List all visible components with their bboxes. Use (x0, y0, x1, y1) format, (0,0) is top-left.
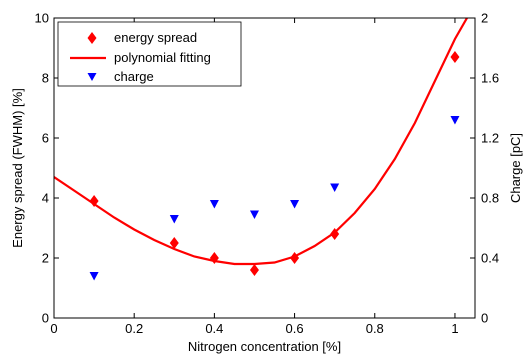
series-line-polynomial-fitting (54, 18, 468, 266)
y-right-tick-label: 1.2 (481, 131, 499, 146)
legend-label-polynomial-fitting: polynomial fitting (114, 50, 211, 65)
legend-label-energy-spread: energy spread (114, 30, 197, 45)
legend-diamond-icon (87, 32, 97, 44)
y-right-tick-label: 0.4 (481, 251, 499, 266)
energy-spread-point (169, 237, 179, 249)
y-right-tick-label: 0 (481, 311, 488, 326)
y-axis-left-label: Energy spread (FWHM) [%] (10, 88, 25, 248)
x-tick-label: 0.4 (205, 321, 223, 336)
y-left-tick-label: 0 (42, 311, 49, 326)
legend-box (57, 21, 242, 87)
x-axis-label: Nitrogen concentration [%] (188, 339, 341, 354)
x-tick-label: 0.6 (286, 321, 304, 336)
y-right-tick-label: 1.6 (481, 71, 499, 86)
y-axis-right-label: Charge [pC] (508, 133, 523, 203)
y-left-tick-label: 10 (35, 11, 49, 26)
y-right-tick-label: 2 (481, 11, 488, 26)
x-tick-label: 0.8 (366, 321, 384, 336)
charge-point (330, 183, 340, 192)
charge-point (290, 200, 300, 209)
x-tick-label: 0.2 (125, 321, 143, 336)
charge-point (450, 116, 460, 125)
y-left-tick-label: 8 (42, 71, 49, 86)
energy-spread-point (450, 51, 460, 63)
charge-point (249, 210, 259, 219)
x-tick-label: 0 (50, 321, 57, 336)
energy-spread-point (89, 195, 99, 207)
legend: energy spread polynomial fitting charge (57, 21, 242, 87)
plot-frame (53, 17, 476, 319)
y-right-tick-label: 0.8 (481, 191, 499, 206)
energy-spread-point (249, 264, 259, 276)
y-left-tick-label: 2 (42, 251, 49, 266)
x-tick-label: 1 (451, 321, 458, 336)
charge-point (89, 272, 99, 281)
charge-point (169, 215, 179, 224)
legend-triangle-icon (87, 73, 97, 81)
y-left-tick-label: 4 (42, 191, 49, 206)
y-left-tick-label: 6 (42, 131, 49, 146)
legend-label-charge: charge (114, 69, 154, 84)
charge-point (209, 200, 219, 209)
